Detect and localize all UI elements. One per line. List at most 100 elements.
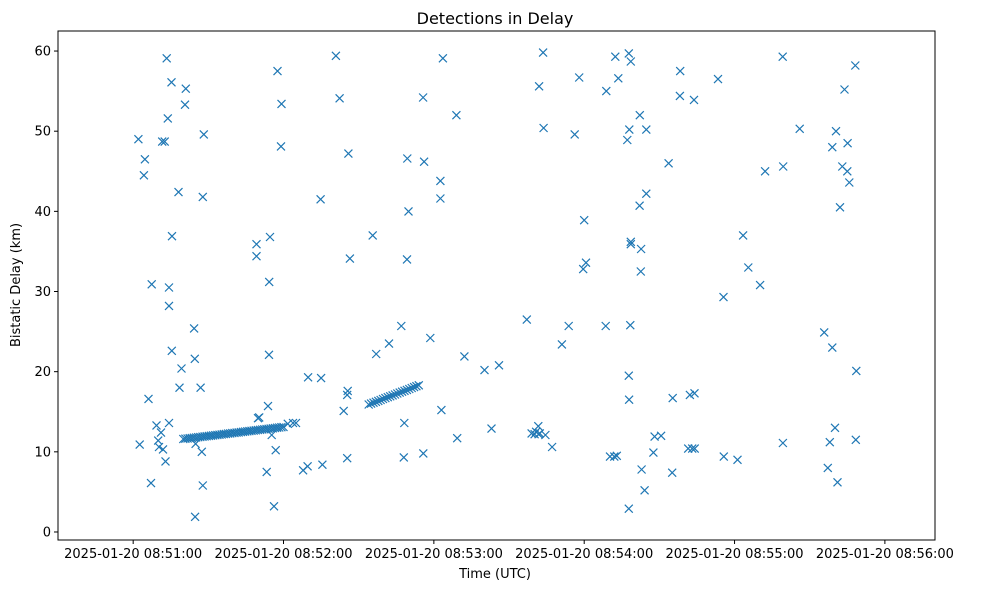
x-axis: 2025-01-20 08:51:00 2025-01-20 08:52:00 20…: [64, 540, 954, 562]
data-point: [668, 393, 678, 403]
data-point: [609, 452, 619, 462]
data-point: [675, 66, 685, 76]
data-point: [167, 346, 177, 356]
data-point: [690, 388, 699, 398]
data-point: [452, 433, 462, 443]
data-point: [164, 418, 174, 428]
data-point: [795, 124, 805, 134]
data-point: [851, 366, 861, 376]
data-point: [823, 463, 833, 473]
data-point: [581, 258, 591, 268]
data-point: [196, 383, 206, 393]
data-point: [835, 202, 845, 212]
data-point: [277, 99, 286, 109]
data-point: [827, 343, 837, 353]
data-point: [778, 438, 788, 448]
data-point: [438, 53, 448, 63]
data-point: [414, 380, 424, 390]
data-point: [778, 162, 788, 171]
data-point: [842, 166, 852, 176]
data-point: [404, 384, 414, 394]
data-point: [635, 110, 645, 120]
data-point: [579, 215, 589, 225]
data-point: [181, 84, 191, 94]
data-point: [640, 485, 650, 495]
x-tick-label: 2025-01-20 08:56:00: [816, 547, 954, 562]
data-point: [395, 388, 405, 398]
data-point: [262, 467, 272, 477]
data-point: [388, 390, 398, 400]
y-tick-label: 20: [34, 365, 51, 380]
data-point: [384, 339, 394, 349]
data-point: [263, 401, 273, 411]
data-point: [570, 129, 580, 139]
data-point: [687, 444, 697, 454]
data-point: [366, 399, 376, 409]
x-tick-label: 2025-01-20 08:53:00: [365, 547, 503, 562]
data-point: [418, 93, 428, 102]
data-point: [435, 194, 445, 203]
data-point: [675, 91, 685, 101]
data-point: [402, 385, 412, 395]
data-point: [622, 135, 632, 145]
data-point: [269, 501, 279, 511]
data-point: [339, 406, 349, 416]
data-point: [160, 137, 170, 147]
data-point: [624, 504, 634, 514]
data-point: [760, 166, 770, 176]
data-point: [140, 154, 150, 164]
data-point: [635, 201, 645, 211]
data-point: [364, 400, 374, 409]
data-point: [162, 53, 172, 63]
data-point: [738, 230, 748, 240]
data-point: [276, 422, 286, 432]
data-point: [198, 481, 208, 490]
data-point: [778, 52, 788, 62]
data-point: [685, 390, 695, 400]
data-point: [689, 95, 699, 105]
data-point: [135, 440, 145, 450]
data-point: [146, 478, 156, 488]
data-point: [480, 365, 489, 375]
data-point: [399, 418, 409, 428]
data-point: [641, 189, 651, 199]
data-point: [819, 327, 829, 337]
data-point: [831, 126, 841, 136]
data-point: [385, 391, 395, 401]
data-point: [419, 157, 429, 167]
data-point: [177, 364, 186, 373]
data-point: [316, 194, 326, 204]
data-point: [189, 323, 199, 333]
data-point: [843, 138, 853, 148]
data-point: [411, 381, 421, 391]
data-point: [667, 468, 677, 478]
data-point: [844, 178, 854, 187]
data-point: [830, 423, 840, 433]
data-point: [390, 390, 400, 399]
data-point: [539, 123, 549, 133]
data-point: [174, 187, 183, 197]
data-point: [147, 279, 157, 289]
chart-title: Detections in Delay: [417, 9, 574, 28]
data-point: [254, 412, 264, 422]
data-point: [368, 230, 378, 240]
data-point: [402, 154, 412, 163]
y-tick-label: 10: [34, 445, 51, 460]
data-point: [733, 455, 742, 465]
data-point: [601, 321, 611, 331]
data-point: [557, 339, 567, 349]
data-point: [850, 61, 860, 70]
data-point: [610, 52, 620, 62]
data-point: [626, 237, 636, 247]
data-point: [404, 206, 413, 216]
x-tick-label: 2025-01-20 08:52:00: [214, 547, 352, 562]
data-point: [163, 113, 173, 123]
data-point: [451, 110, 461, 120]
data-point: [574, 73, 584, 82]
data-point: [533, 421, 543, 431]
plot-area-frame: [57, 30, 936, 541]
data-point: [156, 428, 166, 438]
data-point: [303, 372, 313, 382]
